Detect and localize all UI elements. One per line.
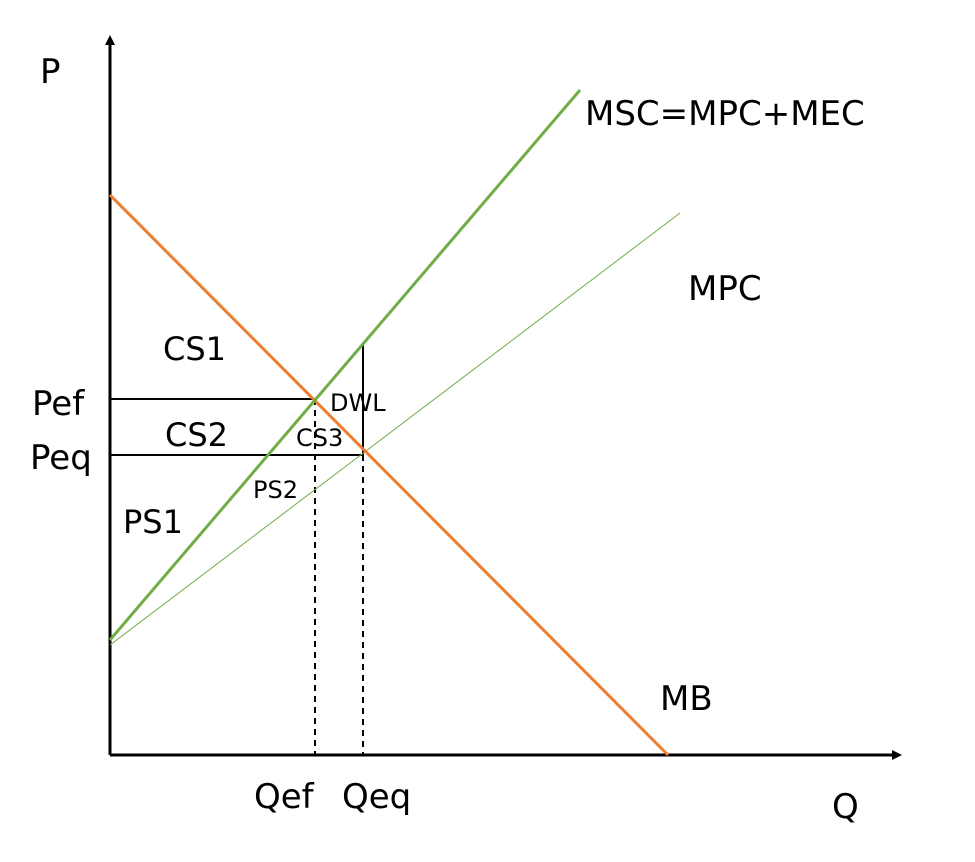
cs2-label: CS2: [165, 416, 228, 454]
mb-curve: [108, 193, 670, 757]
cs1-label: CS1: [163, 330, 226, 368]
x-axis-label: Q: [832, 787, 859, 827]
mb-label: MB: [660, 679, 713, 719]
pef-label: Pef: [32, 384, 85, 424]
dwl-label: DWL: [330, 389, 386, 417]
y-axis-label: P: [40, 52, 61, 92]
ps2-label: PS2: [253, 476, 298, 504]
qeq-label: Qeq: [342, 777, 411, 817]
msc-curve: [108, 89, 582, 641]
ps1-label: PS1: [123, 503, 183, 541]
peq-label: Peq: [30, 438, 92, 478]
cs3-label: CS3: [296, 424, 343, 452]
msc-label: MSC=MPC+MEC: [585, 94, 865, 134]
mpc-label: MPC: [688, 269, 762, 309]
qef-label: Qef: [254, 777, 315, 817]
mpc-curve: [109, 212, 681, 646]
